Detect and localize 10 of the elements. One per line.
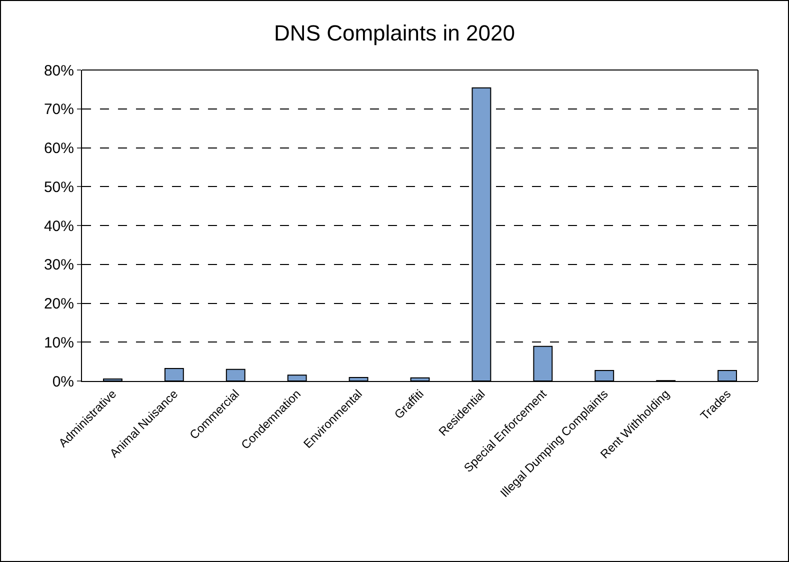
y-tick-label: 60% bbox=[44, 140, 74, 157]
y-tick-label: 40% bbox=[44, 218, 74, 235]
y-tick-label: 30% bbox=[44, 256, 74, 274]
y-tick-label: 10% bbox=[44, 334, 74, 352]
y-tick-label: 50% bbox=[44, 178, 74, 196]
y-tick-label: 80% bbox=[44, 62, 74, 80]
y-tick-label: 20% bbox=[44, 296, 74, 312]
y-tick-label: 0% bbox=[52, 373, 74, 390]
y-tick-label: 70% bbox=[44, 101, 74, 118]
chart-title: DNS Complaints in 2020 bbox=[274, 20, 515, 46]
